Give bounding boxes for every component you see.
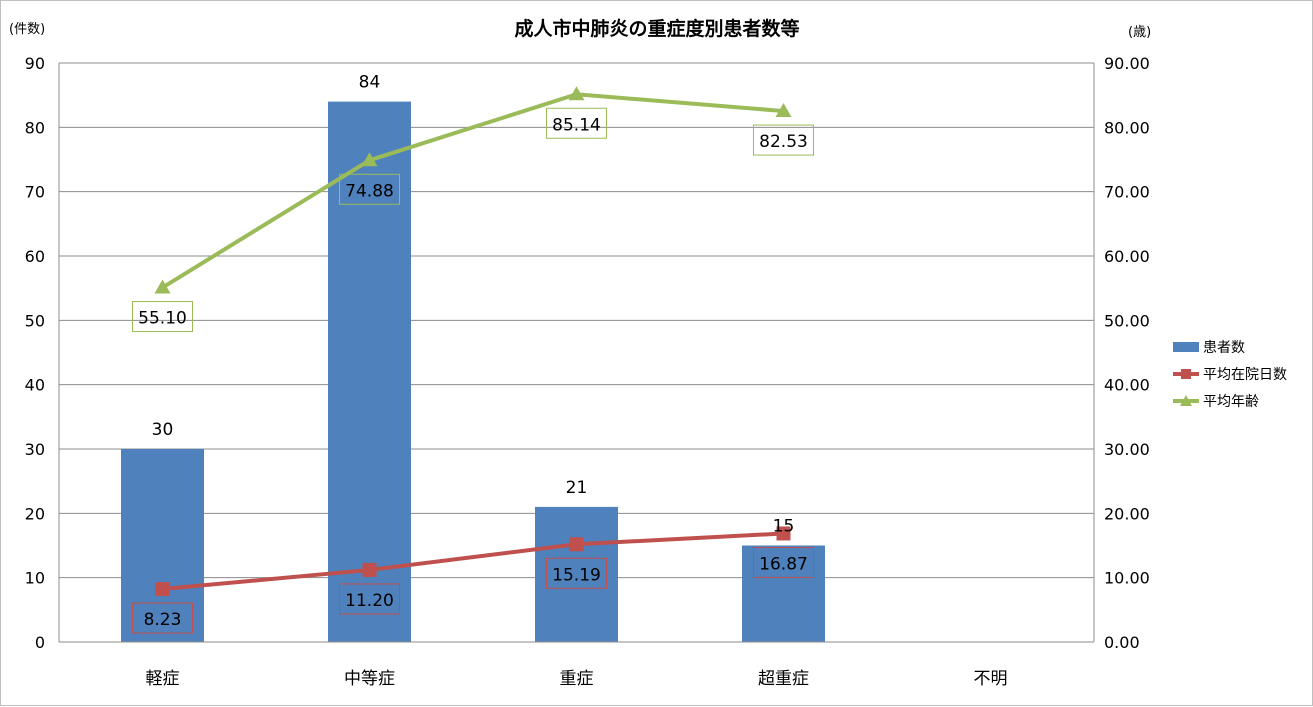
data-label-box (546, 557, 607, 589)
line-series (154, 86, 792, 597)
data-label-box (546, 107, 607, 139)
right-tick-label: 90.00 (1104, 54, 1150, 73)
line-value-label: 85.14 (552, 115, 601, 135)
bar (742, 545, 825, 642)
data-label-box (132, 602, 193, 634)
legend-swatch-bar (1173, 342, 1199, 352)
bar (328, 101, 411, 643)
legend-label: 患者数 (1203, 340, 1245, 356)
x-tick-label: 重症 (560, 669, 594, 689)
legend-triangle-marker (1180, 395, 1192, 406)
x-tick-label: 中等症 (344, 669, 395, 689)
square-marker (155, 582, 170, 597)
bar-series (121, 101, 825, 643)
data-label-box (753, 124, 814, 156)
line-value-label: 8.23 (144, 610, 182, 630)
right-tick-label: 50.00 (1104, 311, 1150, 330)
bar (535, 506, 618, 642)
left-tick-label: 50 (25, 311, 45, 330)
left-axis-unit: (件数) (9, 22, 45, 37)
left-tick-label: 40 (25, 376, 45, 395)
right-tick-label: 20.00 (1104, 504, 1150, 523)
square-marker (362, 562, 377, 577)
legend-label: 平均年齢 (1203, 394, 1259, 410)
data-label-box (132, 301, 193, 333)
chart-title: 成人市中肺炎の重症度別患者数等 (514, 17, 799, 40)
bar-value-label: 30 (152, 420, 174, 440)
data-label-box (753, 546, 814, 578)
x-tick-label: 不明 (974, 669, 1008, 689)
left-tick-label: 20 (25, 504, 45, 523)
triangle-marker (775, 103, 792, 118)
line-value-label: 11.20 (345, 591, 394, 611)
left-tick-label: 30 (25, 440, 45, 459)
triangle-marker (568, 86, 585, 101)
axes: 0 10 20 30 40 50 60 70 80 90 0.00 10.00 20.00 30.00 40… (25, 54, 1150, 689)
right-tick-label: 70.00 (1104, 183, 1150, 202)
right-tick-label: 80.00 (1104, 118, 1150, 137)
left-tick-label: 80 (25, 118, 45, 137)
series-line (162, 531, 784, 592)
square-marker (569, 537, 584, 552)
data-labels: 30 84 21 15 8.23 11.20 15.19 16.87 55.10 74.88 85.… (132, 73, 814, 634)
data-label-box (339, 173, 400, 205)
x-tick-label: 超重症 (758, 669, 809, 689)
right-tick-label: 40.00 (1104, 376, 1150, 395)
bar (121, 449, 204, 642)
line-value-label: 82.53 (759, 132, 808, 152)
line-value-label: 55.10 (138, 309, 187, 329)
triangle-marker (361, 152, 378, 167)
line-value-label: 16.87 (759, 554, 808, 574)
legend-square-marker (1181, 369, 1191, 379)
square-marker (776, 526, 791, 541)
gridlines (59, 62, 1094, 579)
left-tick-label: 90 (25, 54, 45, 73)
left-tick-label: 10 (25, 569, 45, 588)
line-value-label: 15.19 (552, 565, 601, 585)
series-line (161, 92, 784, 290)
left-tick-label: 70 (25, 183, 45, 202)
right-axis-unit: (歳) (1128, 25, 1151, 40)
bar-value-label: 84 (359, 73, 381, 93)
right-tick-label: 0.00 (1104, 633, 1140, 652)
right-tick-label: 10.00 (1104, 569, 1150, 588)
bar-value-label: 21 (566, 478, 588, 498)
x-tick-label: 軽症 (146, 669, 180, 689)
line-value-label: 74.88 (345, 181, 394, 201)
right-tick-label: 60.00 (1104, 247, 1150, 266)
legend-label: 平均在院日数 (1203, 367, 1287, 383)
bar-value-label: 15 (773, 517, 795, 537)
triangle-marker (154, 279, 171, 294)
data-label-box (339, 583, 400, 615)
left-tick-label: 60 (25, 247, 45, 266)
left-tick-label: 0 (35, 633, 45, 652)
right-tick-label: 30.00 (1104, 440, 1150, 459)
